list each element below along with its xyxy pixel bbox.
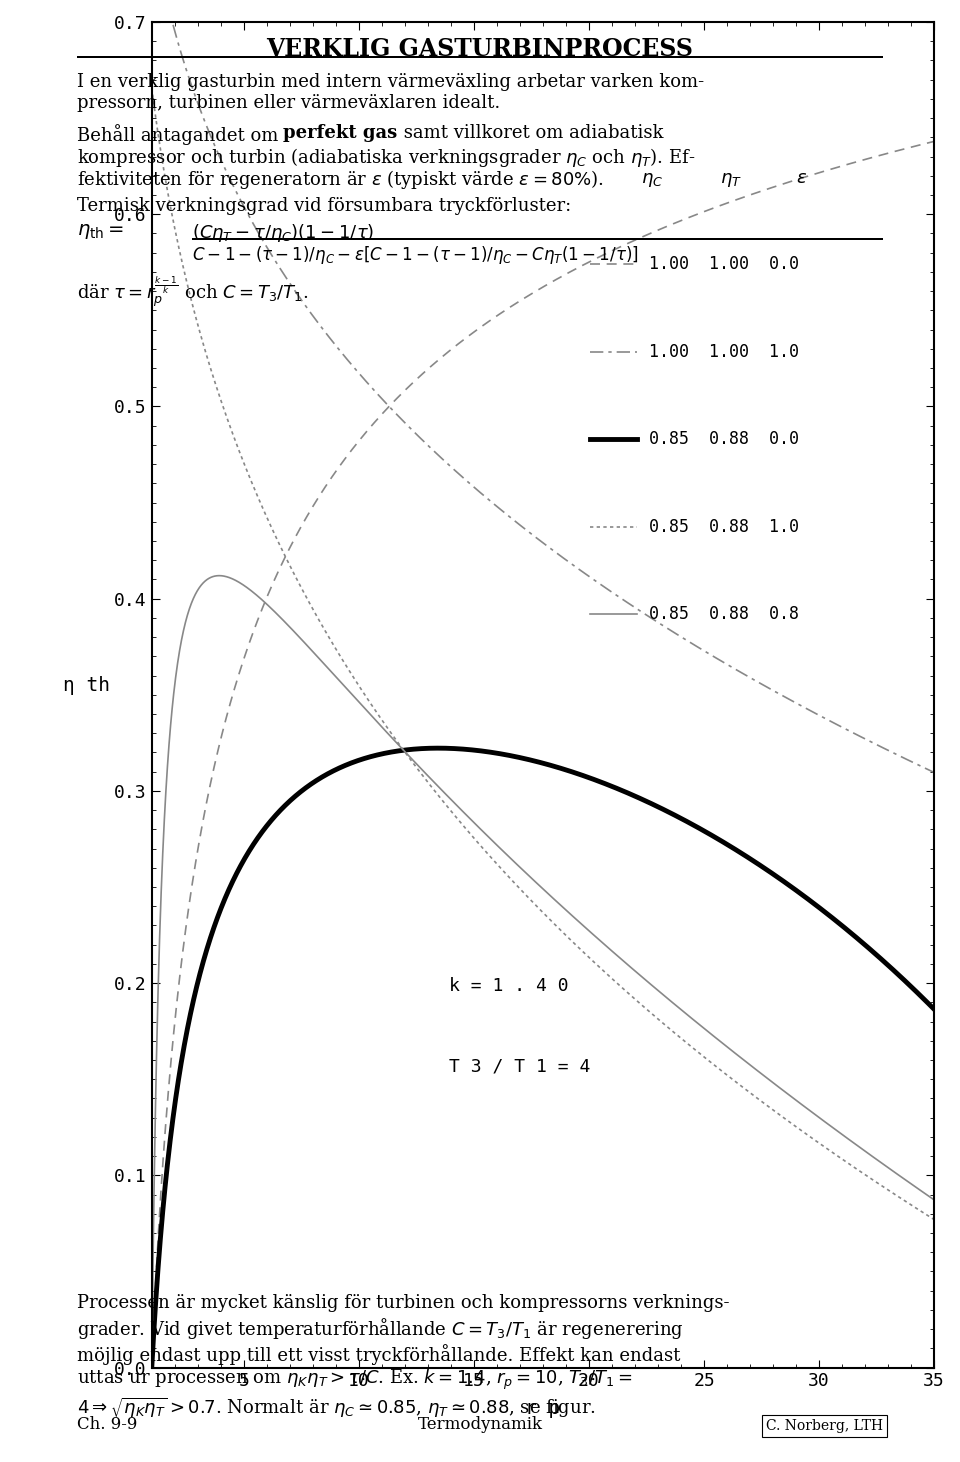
Text: 1.00  1.00  1.0: 1.00 1.00 1.0: [649, 342, 799, 361]
Text: Behåll antagandet om: Behåll antagandet om: [77, 124, 284, 145]
Text: $\eta_C$: $\eta_C$: [641, 171, 663, 190]
Text: 0.85  0.88  0.0: 0.85 0.88 0.0: [649, 430, 799, 449]
Text: där $\tau = r_p^{\frac{k-1}{k}}$ och $C = T_3/T_1$.: där $\tau = r_p^{\frac{k-1}{k}}$ och $C …: [77, 275, 308, 310]
Y-axis label: η th: η th: [63, 675, 110, 694]
Text: Ch. 9-9: Ch. 9-9: [77, 1415, 137, 1433]
Text: T 3 / T 1 = 4: T 3 / T 1 = 4: [449, 1057, 590, 1076]
Text: Processen är mycket känslig för turbinen och kompressorns verknings-
grader. Vid: Processen är mycket känslig för turbinen…: [77, 1294, 730, 1420]
Text: $\varepsilon$: $\varepsilon$: [796, 170, 806, 187]
Text: C. Norberg, LTH: C. Norberg, LTH: [766, 1418, 883, 1433]
Text: Termodynamik: Termodynamik: [418, 1415, 542, 1433]
Text: kompressor och turbin (adiabatiska verkningsgrader $\eta_C$ och $\eta_T$). Ef-: kompressor och turbin (adiabatiska verkn…: [77, 146, 695, 170]
Text: samt villkoret om adiabatisk: samt villkoret om adiabatisk: [398, 124, 664, 142]
Text: I en verklig gasturbin med intern värmeväxling arbetar varken kom-
pressorn, tur: I en verklig gasturbin med intern värmev…: [77, 73, 704, 113]
Text: $\eta_{\rm th} = $: $\eta_{\rm th} = $: [77, 222, 124, 241]
Text: fektiviteten för regeneratorn är $\epsilon$ (typiskt värde $\epsilon = 80\%$).: fektiviteten för regeneratorn är $\epsil…: [77, 168, 604, 192]
Text: Termisk verkningsgrad vid försumbara tryckförluster:: Termisk verkningsgrad vid försumbara try…: [77, 197, 571, 215]
X-axis label: r p: r p: [525, 1399, 561, 1418]
Text: perfekt gas: perfekt gas: [283, 124, 397, 142]
Text: 0.85  0.88  0.8: 0.85 0.88 0.8: [649, 605, 799, 623]
Text: $(C \eta_T - \tau/\eta_C)(1 - 1/\tau)$: $(C \eta_T - \tau/\eta_C)(1 - 1/\tau)$: [192, 222, 374, 244]
Text: k = 1 . 4 0: k = 1 . 4 0: [449, 977, 568, 994]
Text: 0.85  0.88  1.0: 0.85 0.88 1.0: [649, 518, 799, 535]
Text: $C - 1 - (\tau - 1)/\eta_C - \epsilon\left[C - 1 - (\tau-1)/\eta_C - C\eta_T(1-1: $C - 1 - (\tau - 1)/\eta_C - \epsilon\le…: [192, 244, 638, 266]
Text: $\eta_T$: $\eta_T$: [720, 171, 742, 190]
Text: 1.00  1.00  0.0: 1.00 1.00 0.0: [649, 256, 799, 273]
Text: VERKLIG GASTURBINPROCESS: VERKLIG GASTURBINPROCESS: [267, 37, 693, 60]
